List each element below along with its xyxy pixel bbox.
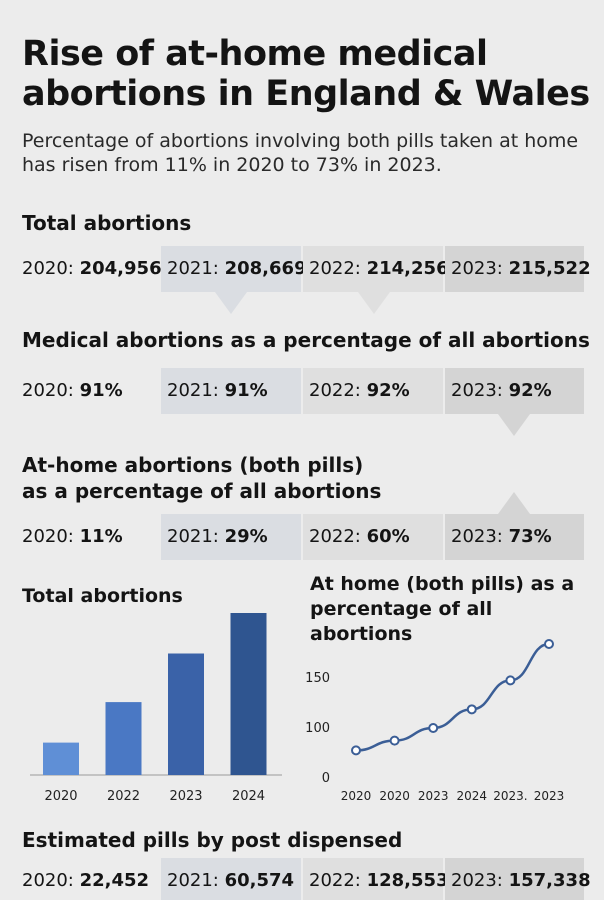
athome-abortions-heading: At-home abortions (both pills) as a perc…	[22, 452, 381, 504]
total-abortions-row: 2020: 204,956 2021: 208,669 2022: 214,25…	[0, 246, 604, 292]
bar	[168, 653, 204, 775]
bar	[43, 742, 79, 775]
y-tick-label: 0	[322, 771, 330, 786]
year-label: 2022:	[309, 258, 361, 279]
year-value: 60,574	[224, 870, 295, 891]
year-label: 2022:	[309, 870, 361, 891]
year-value: 204,956	[79, 258, 162, 279]
year-value: 73%	[508, 526, 552, 547]
page-subtitle: Percentage of abortions involving both p…	[22, 130, 579, 176]
year-label: 2021:	[167, 870, 219, 891]
x-tick-label: 2022	[107, 789, 140, 804]
year-value: 92%	[508, 380, 552, 401]
athome-2021-cell: 2021: 29%	[161, 514, 301, 560]
data-point	[466, 704, 477, 715]
medical-2022-cell: 2022: 92%	[303, 368, 443, 414]
x-tick-label: 2020	[379, 789, 410, 803]
total-2020-cell: 2020: 204,956	[16, 246, 162, 292]
data-point	[544, 639, 554, 649]
data-point	[389, 735, 400, 746]
total-2022-cell: 2022: 214,256	[303, 246, 449, 292]
year-value: 128,553	[366, 870, 449, 891]
pointer-arrow	[498, 492, 530, 514]
x-tick-label: 2023	[418, 789, 449, 803]
year-label: 2023:	[451, 258, 503, 279]
year-value: 60%	[366, 526, 410, 547]
total-2023-cell: 2023: 215,522	[445, 246, 591, 292]
series-line	[355, 642, 550, 752]
x-tick-label: 2023.	[493, 789, 527, 803]
year-label: 2023:	[451, 380, 503, 401]
year-label: 2020:	[22, 870, 74, 891]
year-label: 2023:	[451, 870, 503, 891]
year-value: 91%	[79, 380, 123, 401]
medical-2021-cell: 2021: 91%	[161, 368, 301, 414]
athome-abortions-row: 2020: 11% 2021: 29% 2022: 60% 2023: 73%	[0, 514, 604, 560]
pills-by-post-heading: Estimated pills by post dispensed	[22, 828, 403, 852]
x-tick-label: 2020	[44, 789, 77, 804]
x-tick-label: 2024	[232, 789, 265, 804]
bar-chart: 2020 2022 2023 2024	[30, 613, 282, 804]
pills-2021-cell: 2021: 60,574	[161, 858, 301, 900]
pills-by-post-row: 2020: 22,452 2021: 60,574 2022: 128,553 …	[0, 858, 604, 900]
year-label: 2020:	[22, 380, 74, 401]
athome-2020-cell: 2020: 11%	[16, 514, 159, 560]
y-tick-label: 150	[305, 671, 330, 686]
bar-chart-title: Total abortions	[22, 585, 183, 607]
y-tick-label: 100	[305, 721, 330, 736]
year-value: 157,338	[508, 870, 591, 891]
total-abortions-heading: Total abortions	[22, 211, 192, 235]
athome-2022-cell: 2022: 60%	[303, 514, 443, 560]
pointer-arrow	[358, 292, 390, 314]
year-value: 29%	[224, 526, 268, 547]
x-tick-label: 2024	[457, 789, 488, 803]
medical-abortions-heading: Medical abortions as a percentage of all…	[22, 328, 590, 352]
pointer-arrow	[498, 414, 530, 436]
medical-2023-cell: 2023: 92%	[445, 368, 584, 414]
medical-abortions-row: 2020: 91% 2021: 91% 2022: 92% 2023: 92%	[0, 368, 604, 414]
year-label: 2020:	[22, 258, 74, 279]
athome-2023-cell: 2023: 73%	[445, 514, 584, 560]
pills-2023-cell: 2023: 157,338	[445, 858, 591, 900]
line-chart-title: At home (both pills) as a percentage of …	[310, 573, 575, 645]
page-title: Rise of at-home medical abortions in Eng…	[22, 34, 590, 114]
year-value: 215,522	[508, 258, 591, 279]
athome-heading-line2: as a percentage of all abortions	[22, 479, 382, 503]
year-value: 22,452	[79, 870, 150, 891]
bar	[230, 613, 267, 775]
year-label: 2021:	[167, 526, 219, 547]
pills-2020-cell: 2020: 22,452	[16, 858, 159, 900]
year-label: 2020:	[22, 526, 74, 547]
data-point	[505, 675, 516, 686]
year-value: 11%	[79, 526, 123, 547]
year-label: 2021:	[167, 380, 219, 401]
medical-2020-cell: 2020: 91%	[16, 368, 159, 414]
year-label: 2022:	[309, 526, 361, 547]
year-value: 91%	[224, 380, 268, 401]
year-label: 2023:	[451, 526, 503, 547]
year-value: 92%	[366, 380, 410, 401]
year-label: 2021:	[167, 258, 219, 279]
data-point	[351, 745, 361, 756]
athome-heading-line1: At-home abortions (both pills)	[22, 453, 364, 477]
x-tick-label: 2020	[341, 789, 372, 803]
data-point	[428, 723, 439, 733]
line-chart: 0 100 150 2020 2020 2023 2024 2023. 2023	[305, 639, 565, 803]
pills-2022-cell: 2022: 128,553	[303, 858, 449, 900]
bar	[105, 702, 142, 775]
pointer-arrow	[215, 292, 247, 314]
total-2021-cell: 2021: 208,669	[161, 246, 307, 292]
year-value: 214,256	[366, 258, 449, 279]
year-label: 2022:	[309, 380, 361, 401]
x-tick-label: 2023	[534, 789, 565, 803]
x-tick-label: 2023	[169, 789, 202, 804]
year-value: 208,669	[224, 258, 307, 279]
